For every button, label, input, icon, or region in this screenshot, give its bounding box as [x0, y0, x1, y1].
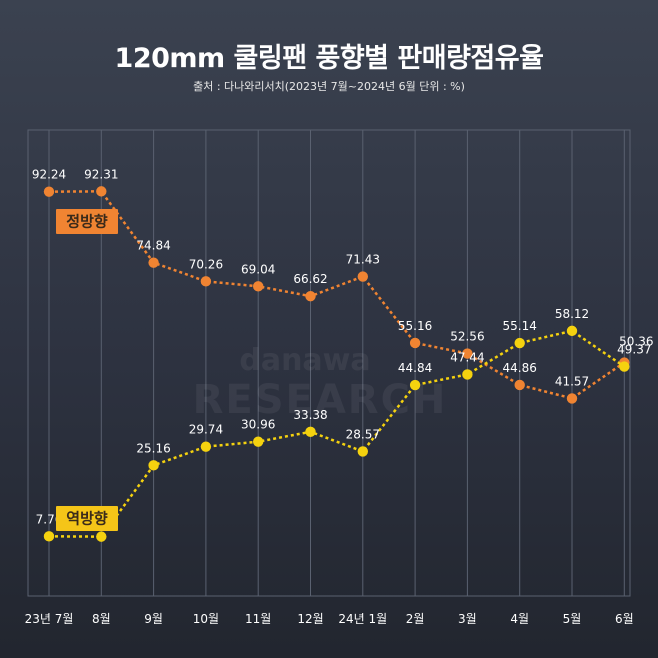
x-tick-label: 4월: [510, 612, 529, 626]
series-label-text: 역방향: [66, 510, 108, 528]
chart-title: 120mm 쿨링팬 풍향별 판매량점유율: [114, 43, 544, 74]
data-label: 30.96: [241, 418, 275, 432]
data-point: [566, 325, 578, 337]
data-point: [514, 337, 525, 349]
data-label: 29.74: [189, 423, 223, 437]
series-label-text: 정방향: [66, 213, 108, 231]
x-tick-label: 6월: [615, 612, 634, 626]
watermark-research-text: RESEARCH: [193, 377, 448, 423]
data-label: 71.43: [346, 253, 380, 267]
watermark-logo-text: danawa: [239, 343, 370, 378]
data-point: [357, 271, 368, 282]
data-label: 52.56: [450, 330, 484, 344]
data-label: 47.44: [450, 350, 484, 364]
data-point: [96, 531, 107, 542]
data-point: [409, 337, 421, 349]
data-point: [305, 290, 316, 302]
data-point: [148, 257, 159, 268]
x-tick-label: 23년 7월: [25, 612, 74, 626]
data-point: [566, 393, 578, 404]
data-point: [43, 531, 55, 542]
data-label: 44.86: [503, 361, 537, 375]
data-point: [514, 379, 525, 391]
data-label: 7.76: [36, 512, 63, 526]
data-point: [305, 426, 316, 438]
series-line: [48, 190, 626, 400]
series-layer: 92.24 92.31 74.84 70.26 69.04 66.62 71.43 55.16…: [32, 167, 653, 542]
data-label: 74.84: [136, 239, 170, 253]
data-point: [619, 361, 630, 372]
data-label: 25.16: [136, 441, 170, 455]
x-tick-label: 2월: [406, 612, 425, 626]
data-point: [200, 276, 212, 287]
data-point: [357, 446, 368, 457]
x-tick-label: 24년 1월: [338, 612, 387, 626]
data-label: 66.62: [293, 272, 327, 286]
x-tick-label: 9월: [144, 612, 163, 626]
data-label: 70.26: [189, 257, 223, 271]
series-정방향: 92.24 92.31 74.84 70.26 69.04 66.62 71.43 55.16…: [32, 167, 653, 404]
chart-subtitle: 출처 : 다나와리서치(2023년 7월~2024년 6월 단위 : %): [193, 80, 465, 93]
data-point: [43, 186, 55, 197]
series-line: [48, 329, 626, 538]
series-label-badge: [56, 209, 118, 234]
data-point: [462, 369, 473, 380]
data-label: 28.57: [346, 427, 380, 441]
data-point: [96, 186, 107, 197]
data-label: 55.14: [503, 319, 537, 333]
data-label: 58.12: [555, 307, 589, 321]
data-label: 69.04: [241, 262, 275, 276]
data-point: [253, 436, 264, 447]
data-label: 92.31: [84, 167, 118, 181]
x-axis: 23년 7월 8월 9월 10월 11월 12월 24년 1월 2월 3월 4월 5월 6월: [25, 612, 634, 626]
data-point: [253, 281, 264, 292]
x-tick-label: 11월: [245, 612, 271, 626]
data-label: 92.24: [32, 168, 66, 182]
data-label: 49.37: [617, 343, 651, 357]
data-label: 41.57: [555, 374, 589, 388]
x-tick-label: 10월: [193, 612, 219, 626]
data-point: [200, 441, 212, 452]
data-label: 44.84: [398, 361, 432, 375]
data-label: 55.16: [398, 319, 432, 333]
x-tick-label: 5월: [563, 612, 582, 626]
data-label: 33.38: [293, 408, 327, 422]
data-label: 50.36: [619, 335, 653, 349]
series-역방향: 7.767.6925.1629.7430.9633.3828.5744.8447…: [36, 307, 651, 542]
plot-area: [27, 129, 631, 597]
series-label-badge: [56, 506, 118, 531]
x-tick-label: 8월: [92, 612, 111, 626]
data-point: [148, 460, 159, 471]
data-point: [409, 379, 421, 391]
data-point: [462, 348, 473, 359]
x-tick-label: 3월: [458, 612, 477, 626]
x-tick-label: 12월: [297, 612, 323, 626]
